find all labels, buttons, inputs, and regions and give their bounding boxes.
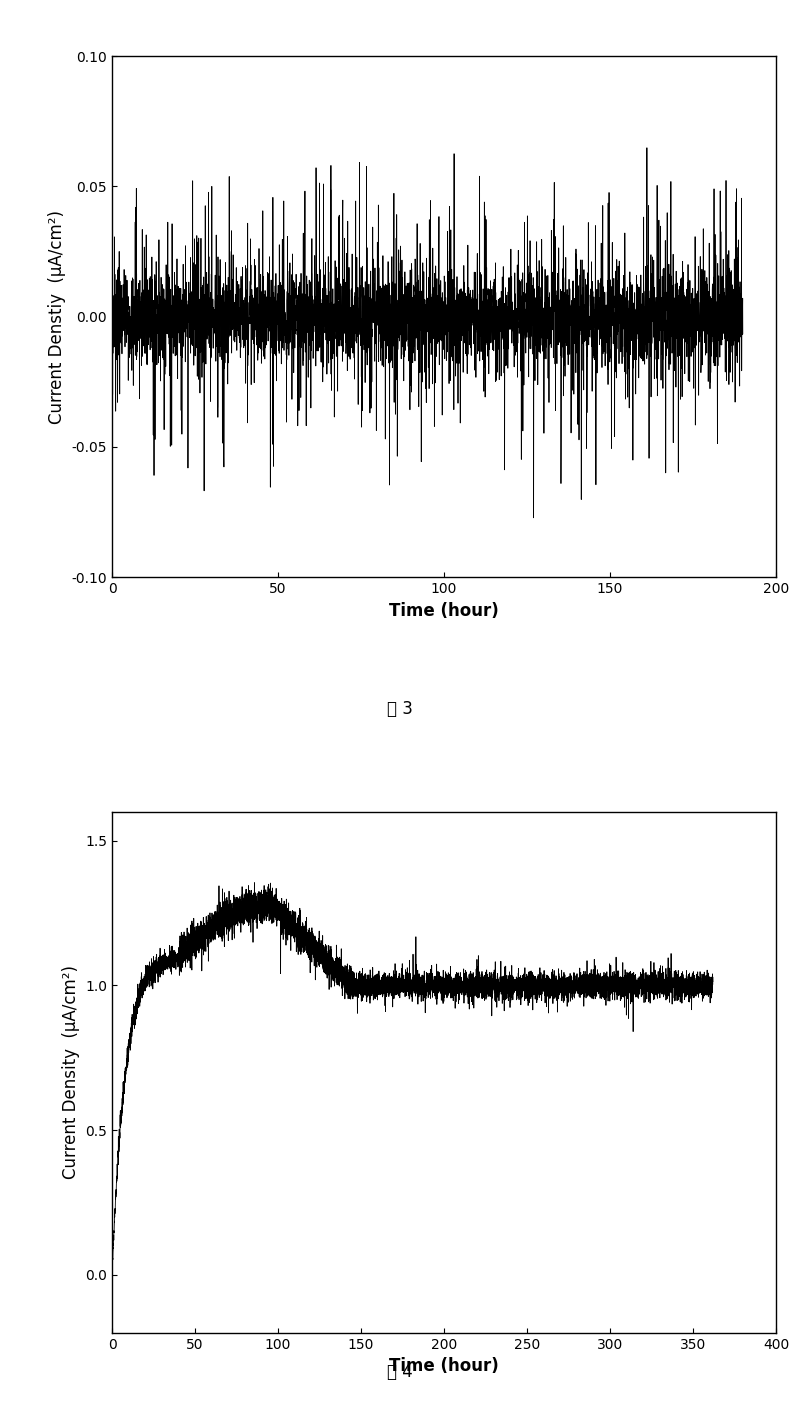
Y-axis label: Current Denstiy  (μA/cm²): Current Denstiy (μA/cm²): [48, 209, 66, 424]
Text: 图 4: 图 4: [387, 1364, 413, 1381]
Text: 图 3: 图 3: [387, 700, 413, 717]
Y-axis label: Current Density  (μA/cm²): Current Density (μA/cm²): [62, 965, 79, 1180]
X-axis label: Time (hour): Time (hour): [389, 602, 499, 620]
X-axis label: Time (hour): Time (hour): [389, 1357, 499, 1375]
